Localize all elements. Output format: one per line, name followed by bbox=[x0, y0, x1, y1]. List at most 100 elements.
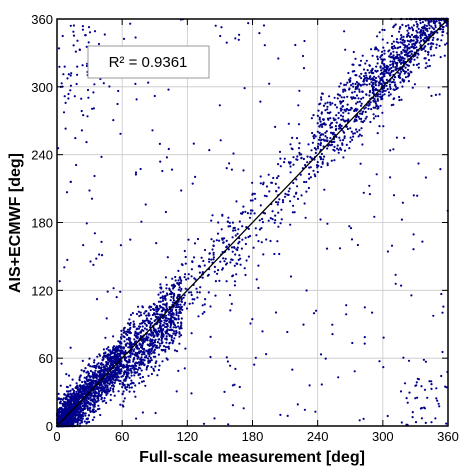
data-point bbox=[439, 23, 442, 26]
data-point bbox=[360, 97, 363, 100]
data-point bbox=[95, 257, 98, 260]
data-point bbox=[237, 38, 240, 41]
data-point bbox=[432, 21, 435, 24]
data-point bbox=[236, 246, 239, 249]
data-point bbox=[303, 39, 306, 43]
data-point bbox=[60, 408, 63, 411]
data-point bbox=[401, 39, 404, 42]
data-point bbox=[128, 331, 131, 334]
data-point bbox=[167, 313, 170, 316]
data-point bbox=[339, 102, 342, 105]
data-point bbox=[243, 87, 246, 90]
data-point bbox=[118, 372, 122, 375]
data-point bbox=[141, 306, 144, 309]
data-point bbox=[411, 43, 414, 46]
data-point bbox=[132, 320, 135, 323]
data-point bbox=[247, 235, 250, 239]
data-point bbox=[335, 106, 338, 109]
data-point bbox=[93, 174, 96, 178]
data-point bbox=[286, 330, 289, 334]
data-point bbox=[64, 101, 67, 104]
data-point bbox=[168, 334, 171, 338]
data-point bbox=[362, 83, 365, 86]
data-point bbox=[62, 421, 65, 424]
data-point bbox=[405, 50, 408, 53]
data-point bbox=[111, 352, 114, 355]
data-point bbox=[129, 354, 132, 357]
data-point bbox=[416, 23, 419, 26]
data-point bbox=[265, 238, 268, 241]
data-point bbox=[166, 293, 169, 296]
data-point bbox=[171, 319, 174, 322]
data-point bbox=[174, 279, 177, 282]
data-point bbox=[142, 350, 145, 353]
data-point bbox=[100, 396, 103, 399]
data-point bbox=[159, 306, 162, 309]
data-point bbox=[414, 384, 417, 387]
data-point bbox=[402, 59, 405, 62]
data-point bbox=[312, 169, 315, 172]
data-point bbox=[59, 384, 62, 387]
data-point bbox=[233, 246, 236, 249]
data-point bbox=[388, 55, 391, 58]
data-point bbox=[74, 393, 77, 396]
data-point bbox=[277, 225, 280, 228]
data-point bbox=[432, 54, 436, 57]
data-point bbox=[292, 181, 295, 185]
data-point bbox=[358, 75, 361, 78]
data-point bbox=[411, 50, 414, 53]
data-point bbox=[155, 312, 158, 315]
data-point bbox=[326, 222, 329, 225]
data-point bbox=[380, 98, 383, 101]
data-point bbox=[423, 24, 426, 27]
data-point bbox=[91, 410, 94, 413]
data-point bbox=[166, 323, 169, 326]
data-point bbox=[190, 291, 193, 294]
data-point bbox=[172, 292, 176, 295]
data-point bbox=[175, 311, 178, 314]
data-point bbox=[305, 190, 308, 193]
data-point bbox=[269, 239, 272, 243]
data-point bbox=[400, 70, 403, 73]
data-point bbox=[321, 92, 324, 95]
data-point bbox=[72, 34, 76, 37]
data-point bbox=[419, 33, 423, 36]
data-point bbox=[152, 341, 155, 345]
data-point bbox=[420, 39, 423, 43]
data-point bbox=[92, 394, 95, 397]
data-point bbox=[183, 367, 186, 370]
data-point bbox=[184, 255, 187, 259]
data-point bbox=[60, 423, 63, 426]
data-point bbox=[66, 258, 69, 261]
data-point bbox=[265, 195, 268, 198]
data-point bbox=[122, 346, 125, 349]
data-point bbox=[154, 355, 157, 358]
data-point bbox=[333, 145, 336, 148]
data-point bbox=[408, 391, 411, 394]
data-point bbox=[271, 218, 274, 221]
data-point bbox=[416, 25, 419, 28]
data-point bbox=[110, 358, 113, 361]
data-point bbox=[117, 369, 120, 372]
data-point bbox=[399, 72, 402, 75]
data-point bbox=[405, 63, 408, 66]
data-point bbox=[118, 382, 121, 385]
data-point bbox=[434, 417, 437, 420]
data-point bbox=[294, 43, 297, 47]
data-point bbox=[96, 397, 99, 400]
data-point bbox=[175, 350, 179, 353]
data-point bbox=[72, 30, 75, 33]
data-point bbox=[372, 113, 375, 116]
data-point bbox=[124, 344, 128, 347]
data-point bbox=[137, 310, 140, 313]
data-point bbox=[405, 397, 408, 400]
data-point bbox=[177, 317, 180, 320]
data-point bbox=[214, 280, 217, 283]
data-point bbox=[127, 346, 130, 349]
data-point bbox=[115, 353, 118, 356]
data-point bbox=[401, 56, 404, 59]
data-point bbox=[72, 420, 76, 423]
data-point bbox=[267, 219, 270, 222]
data-point bbox=[158, 142, 161, 145]
data-point bbox=[247, 22, 250, 25]
